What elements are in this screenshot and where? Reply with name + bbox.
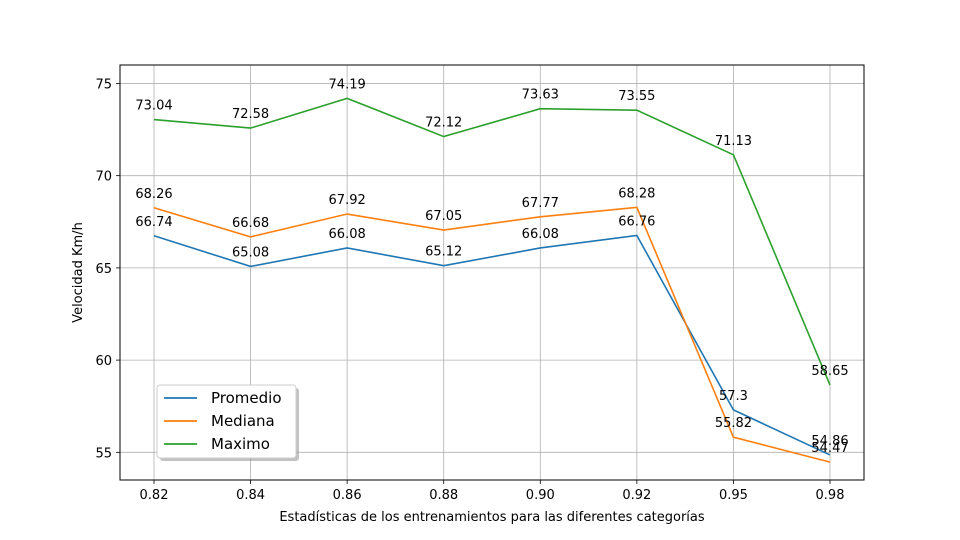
x-tick-label: 0.92 — [622, 488, 651, 503]
legend-box — [156, 384, 297, 459]
axis-ticks: 0.82 0.84 0.86 0.88 0.90 0.92 0.95 0.98 55 60 65 70… — [95, 77, 844, 503]
grid — [120, 65, 864, 480]
data-label: 65.12 — [425, 245, 462, 260]
y-axis-label: Velocidad Km/h — [71, 222, 86, 323]
x-axis-label: Estadísticas de los entrenamientos para … — [279, 510, 705, 525]
y-tick-label: 75 — [95, 77, 112, 92]
y-tick-label: 55 — [95, 446, 112, 461]
y-tick-label: 70 — [95, 170, 112, 185]
data-label: 66.76 — [618, 214, 655, 229]
series-line-maximo — [153, 97, 831, 386]
data-label: 73.63 — [522, 88, 559, 103]
data-label: 73.55 — [618, 89, 655, 104]
data-label: 66.74 — [135, 215, 172, 230]
data-label: 73.04 — [135, 99, 172, 114]
x-tick-label: 0.88 — [429, 488, 458, 503]
data-label: 67.92 — [329, 193, 366, 208]
series-lines — [153, 97, 831, 463]
x-tick-label: 0.95 — [719, 488, 748, 503]
legend-label: Promedio — [211, 389, 282, 407]
data-label: 58.65 — [811, 364, 848, 379]
series-line-promedio — [153, 234, 831, 456]
y-tick-label: 60 — [95, 354, 112, 369]
data-label: 54.47 — [811, 441, 848, 456]
legend: Promedio Mediana Maximo — [156, 384, 299, 461]
y-tick-label: 65 — [95, 262, 112, 277]
data-label: 65.08 — [232, 245, 269, 260]
x-tick-label: 0.98 — [816, 488, 845, 503]
data-label: 57.3 — [719, 389, 748, 404]
data-label: 66.68 — [232, 216, 269, 231]
data-label: 67.05 — [425, 209, 462, 224]
data-label: 68.28 — [618, 186, 655, 201]
data-labels: 66.74 65.08 66.08 65.12 66.08 66.76 57.3 54.86 6… — [135, 77, 848, 456]
legend-label: Mediana — [211, 412, 275, 430]
data-label: 66.08 — [329, 227, 366, 242]
data-label: 66.08 — [522, 227, 559, 242]
x-tick-label: 0.90 — [526, 488, 555, 503]
data-label: 55.82 — [715, 416, 752, 431]
data-label: 68.26 — [135, 187, 172, 202]
data-label: 74.19 — [329, 77, 366, 92]
data-label: 72.12 — [425, 116, 462, 131]
data-label: 72.58 — [232, 107, 269, 122]
x-tick-label: 0.86 — [333, 488, 362, 503]
data-label: 71.13 — [715, 134, 752, 149]
x-tick-label: 0.82 — [140, 488, 169, 503]
legend-label: Maximo — [211, 435, 270, 453]
data-label: 67.77 — [522, 196, 559, 211]
x-tick-label: 0.84 — [236, 488, 265, 503]
plot-area-frame — [119, 64, 865, 481]
data-label: 54.86 — [811, 434, 848, 449]
series-line-mediana — [153, 206, 831, 463]
